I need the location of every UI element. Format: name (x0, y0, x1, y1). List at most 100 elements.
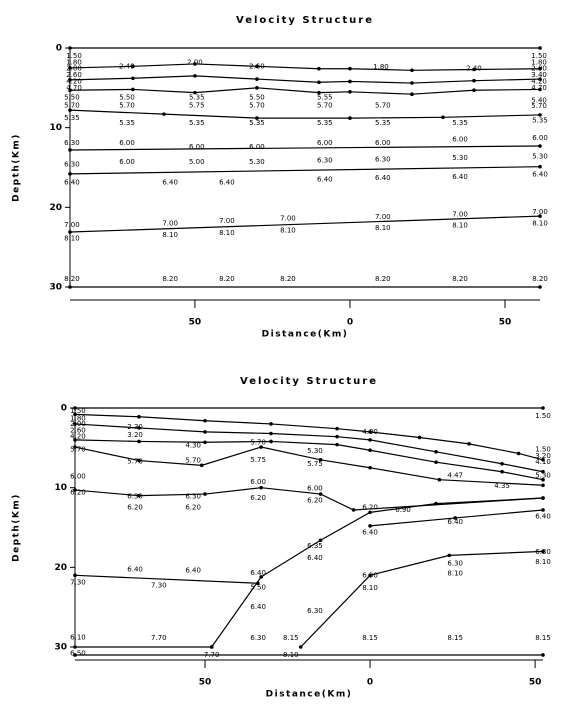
velocity-label: 8.15 (283, 634, 299, 642)
boundary-node (410, 68, 414, 73)
velocity-label: 2.00 (531, 65, 547, 73)
boundary-node (348, 79, 352, 84)
velocity-label: 5.40 (531, 97, 547, 105)
velocity-label: 6.30 (185, 492, 201, 500)
boundary-node (73, 406, 77, 410)
boundary-node (538, 87, 542, 92)
velocity-label: 1.50 (66, 52, 82, 60)
velocity-label: 6.20 (362, 504, 378, 512)
velocity-label: 4.20 (66, 77, 82, 85)
velocity-label: 2.60 (249, 62, 265, 70)
velocity-label: 6.40 (362, 528, 378, 536)
boundary-node (131, 87, 135, 92)
boundary-node (73, 653, 77, 657)
boundary-node (368, 510, 372, 515)
y-tick-label: 10 (49, 123, 62, 133)
velocity-label: 2.00 (70, 420, 86, 428)
velocity-label: 6.30 (317, 156, 333, 164)
boundary-node (137, 493, 141, 498)
velocity-label: 6.40 (452, 173, 468, 181)
boundary-node (137, 439, 141, 444)
boundary-node (68, 108, 72, 112)
velocity-label: 5.30 (535, 472, 551, 480)
velocity-label: 7.00 (532, 208, 548, 216)
velocity-label: 5.50 (64, 93, 80, 101)
y-tick-label: 0 (56, 44, 62, 54)
velocity-label: 8.10 (362, 584, 378, 592)
x-tick-label: 50 (499, 318, 512, 328)
velocity-label: 6.50 (70, 649, 86, 657)
boundary-node (410, 81, 414, 85)
boundary-node (472, 67, 476, 72)
x-axis-title: Distance(Km) (262, 330, 349, 340)
velocity-label: 8.20 (219, 275, 235, 283)
velocity-label: 6.00 (452, 136, 468, 144)
boundary-node (73, 488, 77, 492)
boundary-node (317, 90, 321, 95)
velocity-label: 5.35 (119, 119, 135, 127)
velocity-label: 6.40 (447, 518, 463, 526)
velocity-label: 6.00 (70, 473, 86, 481)
x-tick-label: 50 (529, 678, 542, 688)
boundary-node (193, 62, 197, 66)
velocity-label: 2.30 (127, 423, 143, 431)
velocity-label: 5.55 (317, 93, 333, 101)
velocity-label: 7.70 (151, 634, 167, 642)
velocity-label: 6.00 (119, 158, 135, 166)
boundary-node (137, 414, 141, 419)
boundary-node (538, 66, 542, 71)
velocity-label: 6.00 (307, 484, 323, 492)
boundary-node (453, 516, 458, 520)
boundary-node (73, 422, 77, 426)
layer-boundary (69, 145, 541, 151)
boundary-node (318, 538, 323, 543)
velocity-label: 1.50 (531, 52, 547, 60)
boundary-node (410, 92, 414, 97)
velocity-label: 5.70 (531, 102, 547, 110)
velocity-label: 5.35 (317, 119, 333, 127)
boundary-node (368, 524, 372, 528)
velocity-label: 4.47 (447, 472, 463, 480)
boundary-node (203, 430, 207, 434)
boundary-node (541, 477, 545, 482)
layer-boundary (74, 446, 544, 486)
velocity-label: 6.30 (64, 160, 80, 168)
velocity-label: 8.10 (532, 219, 548, 227)
velocity-label: 5.35 (249, 119, 265, 127)
boundary-node (541, 457, 545, 462)
boundary-node (269, 439, 273, 444)
x-tick-label: 50 (189, 318, 202, 328)
velocity-label: 8.15 (447, 634, 463, 642)
boundary-node (269, 422, 273, 426)
velocity-label: 4.30 (185, 441, 201, 449)
boundary-node (73, 573, 77, 578)
boundary-node (447, 553, 452, 558)
boundary-node (368, 573, 372, 578)
boundary-node (298, 645, 303, 649)
boundary-node (193, 74, 197, 78)
velocity-label: 7.00 (280, 214, 296, 222)
boundary-node (68, 78, 72, 82)
boundary-node (348, 90, 352, 94)
velocity-label: 6.40 (250, 569, 266, 577)
velocity-label: 8.10 (280, 226, 296, 234)
velocity-label: 5.35 (64, 114, 80, 122)
boundary-node (434, 501, 438, 506)
velocity-label: 2.40 (119, 62, 135, 70)
boundary-node (335, 426, 339, 431)
velocity-label: 5.35 (532, 116, 548, 124)
boundary-node (335, 434, 339, 439)
velocity-label: 5.30 (249, 158, 265, 166)
velocity-label: 5.70 (250, 438, 266, 446)
velocity-label: 1.80 (70, 414, 86, 422)
boundary-node (317, 80, 321, 85)
boundary-node (269, 431, 273, 436)
velocity-label: 4.70 (531, 84, 547, 92)
boundary-node (348, 66, 352, 71)
velocity-label: 5.35 (375, 119, 391, 127)
boundary-node (68, 46, 72, 50)
velocity-label: 5.50 (249, 93, 265, 101)
boundary-node (538, 164, 542, 169)
velocity-label: 5.70 (70, 445, 86, 453)
